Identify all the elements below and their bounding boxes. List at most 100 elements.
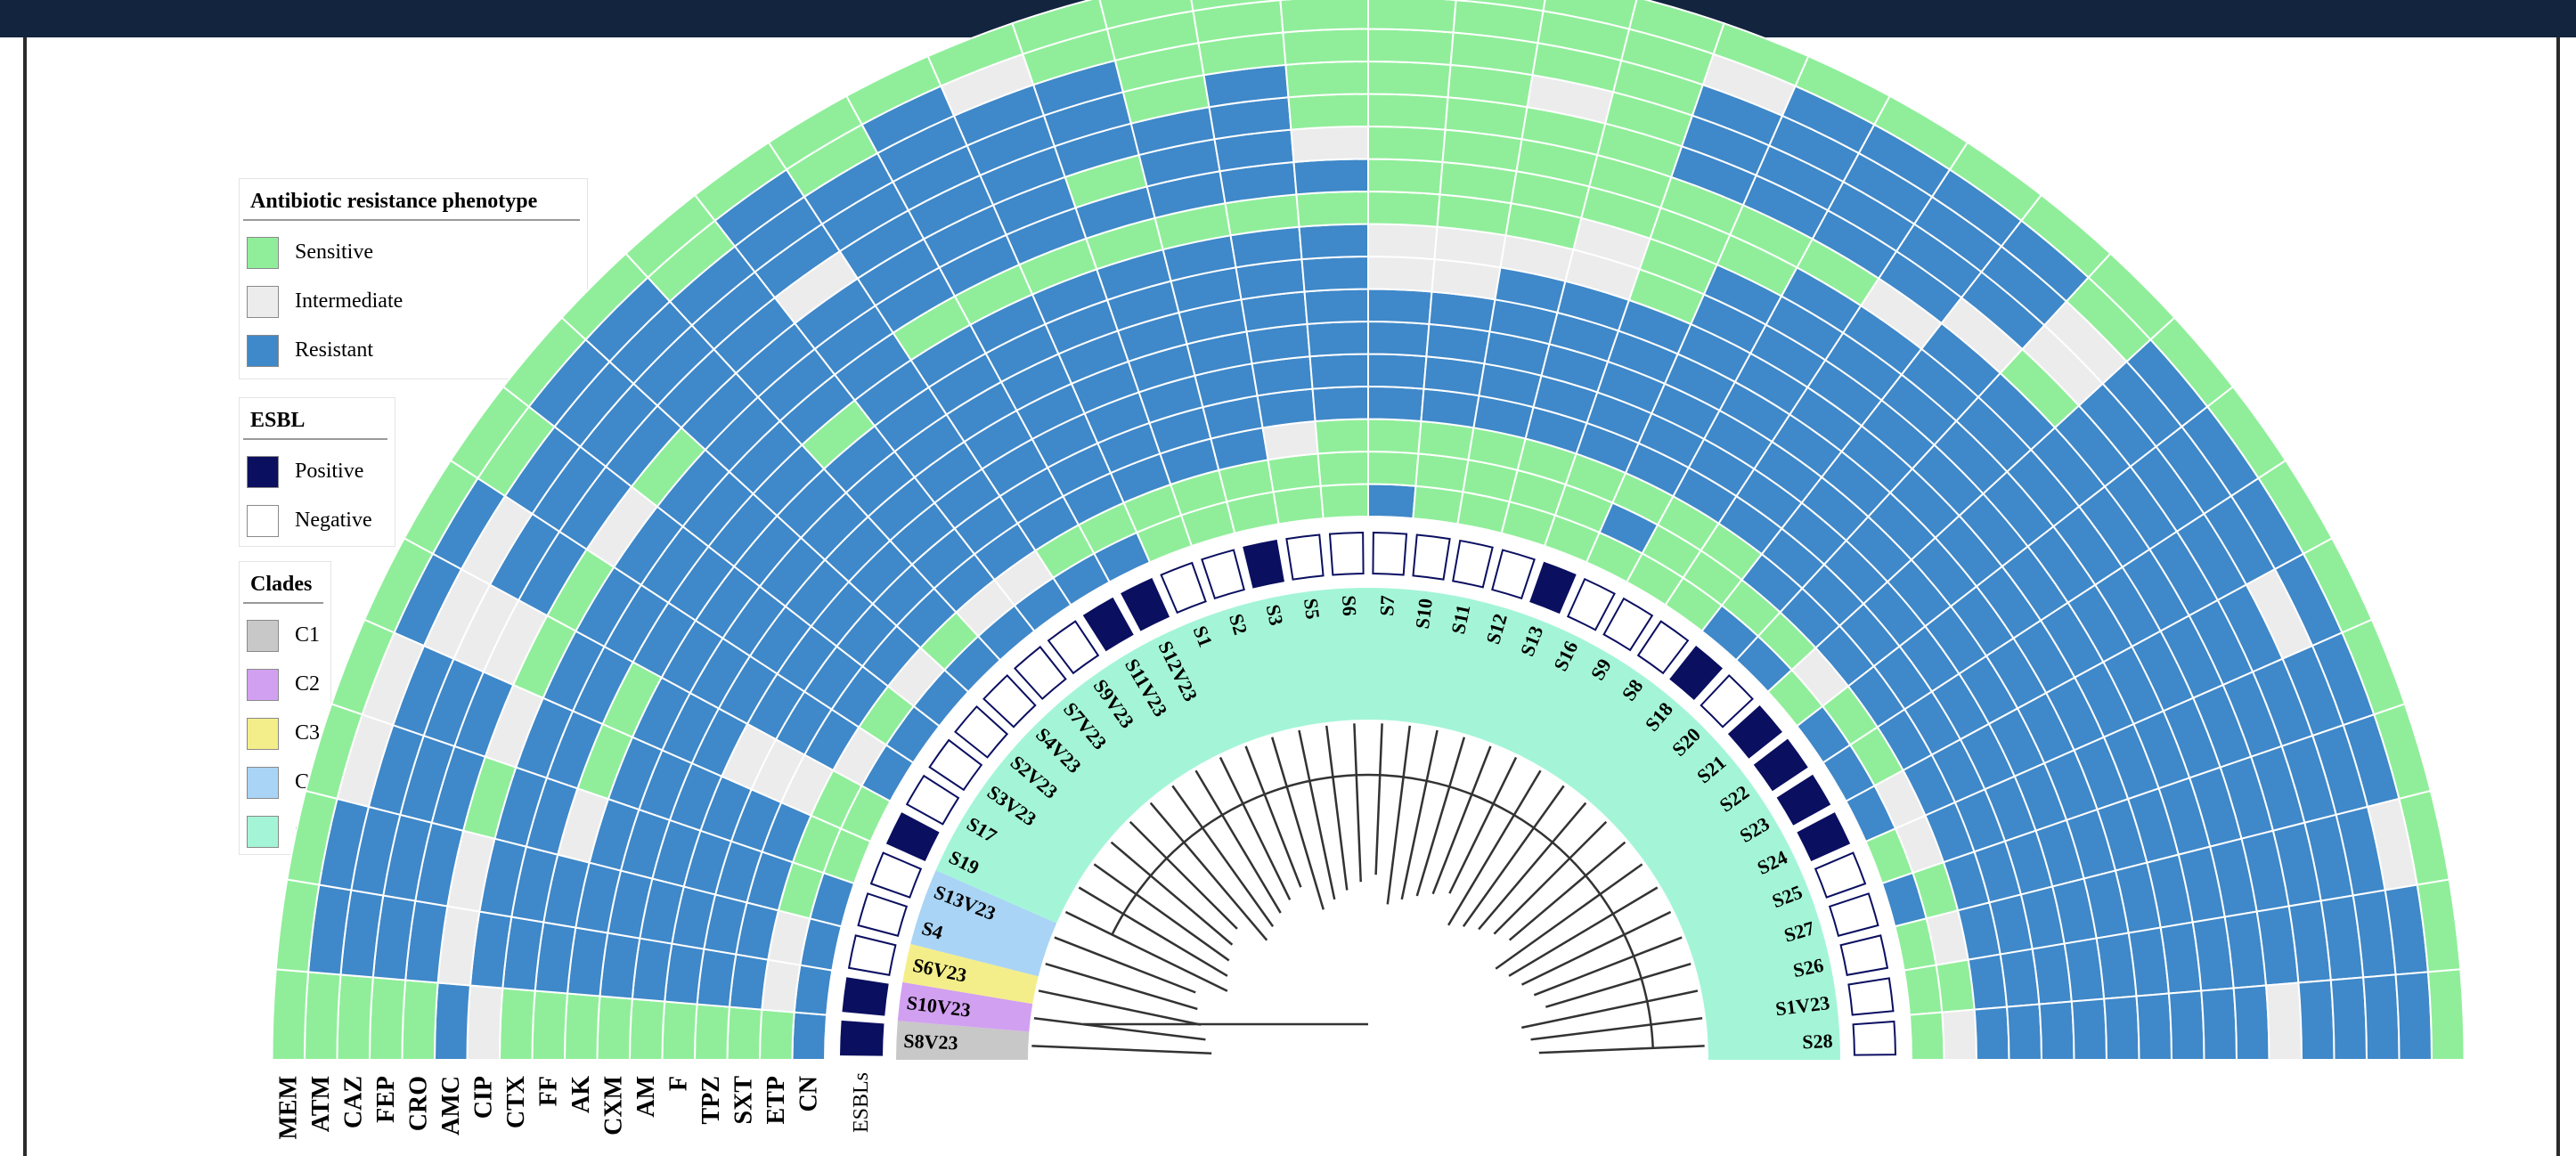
tree-branch [1149,802,1268,941]
isolate-label: S7 [1375,595,1398,616]
esbl-negative-cell [869,851,923,899]
heatmap-cell [2329,976,2368,1061]
heatmap-cell [2135,992,2173,1061]
legend-item-intermediate: Intermediate [240,277,587,326]
heatmap-cell [1367,385,1425,423]
esbl-negative-cell [1839,934,1889,976]
heatmap-cell [1284,60,1369,99]
heatmap-cell [1367,320,1431,358]
tree-branch [1415,737,1466,897]
antibiotic-label: FEP [372,1076,400,1123]
antibiotic-axis-labels: MEM ATM CAZ FEP CRO AMC CIP CTX FF AK CXM AM F TPZ SXT… [274,1072,873,1140]
antibiotic-label: SXT [730,1076,757,1125]
heatmap-cell [2426,968,2466,1061]
heatmap-cell [433,981,472,1061]
tree-branch [1093,863,1230,962]
tree-branch [1353,723,1362,883]
tree-branch [1031,1045,1212,1054]
heatmap-cell [1367,255,1436,293]
resistant-swatch [247,334,279,367]
tree-branch [1110,841,1234,946]
heatmap-cell [1279,0,1369,34]
esbl-negative-cell [1412,533,1451,581]
heatmap-cell [336,973,374,1061]
legend-label: C3 [295,721,321,745]
heatmap-cell [2005,1003,2043,1061]
heatmap-cell [1367,288,1433,325]
antibiotic-label: ATM [307,1076,335,1132]
esbl-negative-cell [982,674,1037,729]
heatmap-cell [1292,158,1369,196]
heatmap-cell [596,995,633,1061]
heatmap-cell [1367,450,1420,487]
heatmap-cell [1317,450,1369,487]
legend-label: C1 [295,623,321,647]
esbl-negative-cell [1566,577,1616,631]
legend-label: Intermediate [295,289,404,313]
clade-label-ring: S8V23S10V23S6V23S4S13V23S19S17S3V23S2V23… [896,587,1840,1060]
isolate-label: S10 [1411,597,1437,630]
esbl-positive-cell [840,1020,884,1056]
intermediate-swatch [247,285,279,318]
heatmap-cell [1272,484,1325,525]
esbl-negative-cell [1852,1020,1896,1056]
antibiotic-label: TPZ [697,1076,725,1124]
resistance-heatmap [271,0,2466,1061]
heatmap-cell [1412,484,1464,525]
tree-branch [1033,1017,1206,1041]
esbl-negative-cell [1328,532,1365,576]
esbl-ring [840,532,1896,1056]
antibiotic-label: FF [534,1076,562,1106]
legend-item-resistant: Resistant [240,326,587,375]
isolate-label: S3 [1262,603,1288,628]
heatmap-cell [1308,353,1369,390]
tree-branch [1064,910,1228,992]
esbl-negative-cell [1636,620,1690,675]
legend-esbl: ESBL Positive Negative [239,397,395,547]
esbl-negative-cell [1372,532,1408,576]
clade-c2-swatch [247,668,279,701]
antibiotic-label: MEM [274,1076,302,1140]
heatmap-cell [303,971,342,1061]
tree-branch [1493,820,1608,935]
esbl-positive-cell [842,977,889,1016]
clade-c4-swatch [247,766,279,799]
heatmap-cell [1903,964,1944,1016]
heatmap-cell [1282,28,1369,66]
tree-branch [1270,737,1325,910]
legend-item-c3: C3 [240,709,330,758]
heatmap-cell [401,979,439,1061]
clade-band-c1 [896,1021,1030,1060]
clade-c5-swatch [247,815,279,848]
sensitive-swatch [247,236,279,269]
heatmap-cell [1908,1011,1945,1061]
esbl-positive-cell [1243,539,1284,589]
heatmap-cell [1311,385,1369,423]
heatmap-cell [271,968,310,1061]
heatmap-cell [1319,483,1369,520]
esbl-negative-cell [1160,561,1207,615]
tree-branch [1054,936,1196,994]
esbl-positive-swatch [247,455,279,488]
legend-label: Sensitive [295,240,373,264]
heatmap-cell [563,992,601,1061]
legend-clades: Clades C1 C2 C3 C4 C5 [239,561,331,855]
tree-branch [1325,725,1349,891]
tree-branch [1533,936,1683,997]
antibiotic-label: CN [795,1076,822,1111]
tree-branch [1045,962,1198,1011]
legend-item-sensitive: Sensitive [240,228,587,277]
esbl-negative-cell [857,892,909,937]
heatmap-cell [1367,353,1428,390]
esbl-negative-cell [928,738,983,792]
clade-band-c4 [910,870,1057,977]
esbl-positive-cell [1753,738,1808,792]
heatmap-cell [2200,987,2238,1061]
heatmap-cell [1314,418,1369,455]
antibiotic-label: AM [632,1076,660,1118]
clade-c3-swatch [247,717,279,750]
antibiotic-label: CXM [599,1076,627,1136]
antibiotic-label: ETP [762,1076,790,1124]
esbl-positive-cell [1082,597,1134,652]
